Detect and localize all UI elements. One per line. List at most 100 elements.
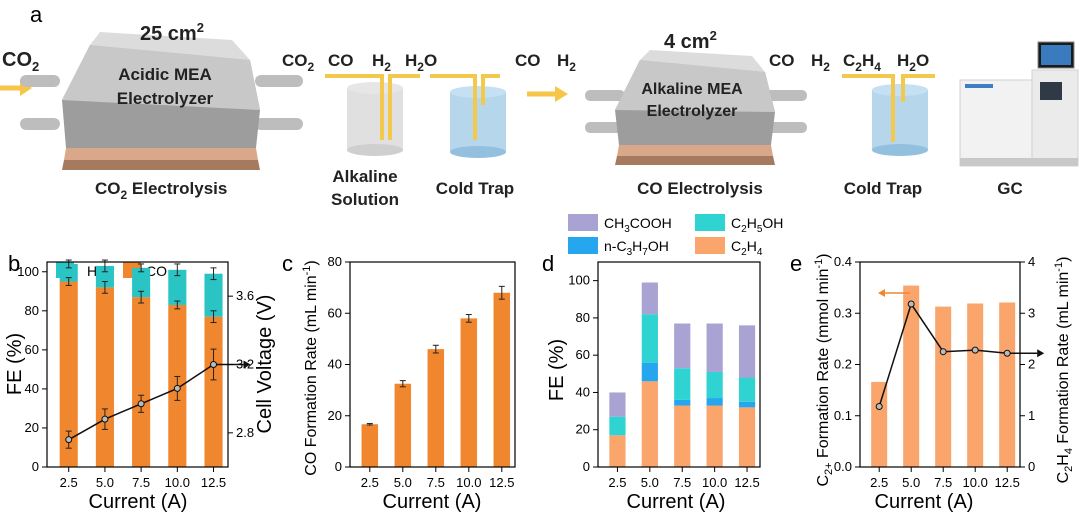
e-y-tick-label: 0.0 <box>834 459 852 474</box>
panel-letter-e: e <box>790 251 802 276</box>
c-x-tick-label: 2.5 <box>361 475 379 490</box>
acidic-mea-electrolyzer: Acidic MEA Electrolyzer <box>20 32 303 170</box>
bar-ch3cooh <box>738 325 756 378</box>
area1-label: 25 cm2 <box>140 20 204 45</box>
bar-n-c3h7oh <box>706 398 723 406</box>
legend-label-ch3cooh: CH3COOH <box>604 215 672 235</box>
b-y2-tick-label: 3.2 <box>236 357 254 372</box>
gas-label-co-3: CO <box>769 51 795 70</box>
chart-panel-e: e 2.5 5.0 7.5 10.0 12.50.00.10.20.30.401234 … <box>790 251 1075 513</box>
chart-panel-c: c 2.5 5.0 7.5 10.0 12.5 0 20 40 60 80 Current (A)… <box>282 251 516 513</box>
b-y-tick-label: 60 <box>25 342 39 357</box>
electrolyzer2-label-line2: Electrolyzer <box>647 103 738 120</box>
alkaline-mea-electrolyzer: Alkaline MEA Electrolyzer <box>585 50 807 165</box>
bar-h2 <box>95 265 114 288</box>
y2-axis-label-b: Cell Voltage (V) <box>254 295 276 434</box>
chart-panel-d: d CH3COOH C2H5OH n-C3H7OH C2H4 2.5 5.0 7.5… <box>542 214 783 513</box>
caption-co-electrolysis: CO Electrolysis <box>637 179 763 198</box>
bar-co <box>59 281 78 467</box>
legend-swatch-ch3cooh <box>568 214 598 231</box>
caption-cold-trap-2: Cold Trap <box>844 179 922 198</box>
b-x-tick-label: 12.5 <box>201 475 226 490</box>
c-y-tick-label: 0 <box>335 459 342 474</box>
voltage-point <box>137 400 145 408</box>
right-axis-arrowhead <box>1037 349 1045 358</box>
caption-alkaline-line2: Solution <box>331 190 399 209</box>
bar-co <box>95 287 114 467</box>
d-y-tick-label: 100 <box>568 273 590 288</box>
bar-co-rate <box>460 318 478 467</box>
x-axis-label-d: Current (A) <box>627 491 726 513</box>
bar-c2h5oh <box>706 371 723 399</box>
bar-c2h5oh <box>738 377 756 402</box>
alkaline-solution-vessel <box>325 74 420 156</box>
gas-label-co: CO <box>328 51 354 70</box>
d-frame <box>597 261 761 468</box>
caption-gc: GC <box>997 179 1023 198</box>
area2-label: 4 cm2 <box>664 28 717 53</box>
cold-trap-1 <box>430 74 506 158</box>
bar-c2h4 <box>706 405 723 467</box>
bar-c2h4 <box>609 435 626 467</box>
d-y-tick-label: 80 <box>576 310 590 325</box>
x-axis-label-c: Current (A) <box>383 491 482 513</box>
bar-c2plus-rate <box>999 302 1016 467</box>
voltage-point <box>101 415 109 423</box>
d-y-tick-label: 40 <box>576 384 590 399</box>
bar-c2h5oh <box>641 314 658 363</box>
panel-letter-a: a <box>30 2 43 27</box>
c-x-tick-label: 10.0 <box>456 475 481 490</box>
bar-h2 <box>132 267 151 298</box>
bar-ch3cooh <box>609 392 626 417</box>
transfer-arrowhead <box>555 86 568 102</box>
legend-label-c2h4: C2H4 <box>731 238 763 258</box>
c2h4-rate-point <box>875 403 883 411</box>
gas-label-h2-2: H2 <box>557 51 576 74</box>
c-y-tick-label: 80 <box>328 254 342 269</box>
y-axis-label-d: FE (%) <box>546 339 568 401</box>
bar-co-rate <box>427 349 445 467</box>
legend-swatch-c2h4 <box>695 237 725 254</box>
c2h4-rate-point <box>1003 349 1011 357</box>
bar-co-rate <box>394 383 412 467</box>
voltage-point <box>173 384 181 392</box>
gc-instrument <box>959 41 1079 167</box>
cold-trap-2 <box>842 74 935 156</box>
d-y-tick-label: 20 <box>576 422 590 437</box>
schematic-panel: a CO2 Acidic MEA Electrolyzer 25 cm2 CO2… <box>0 2 1079 209</box>
bar-n-c3h7oh <box>738 401 756 408</box>
voltage-point <box>65 436 73 444</box>
b-y-tick-label: 100 <box>17 264 39 279</box>
legend-swatch-c2h5oh <box>695 214 725 231</box>
e-y2-tick-label: 2 <box>1028 357 1035 372</box>
bar-c2h4 <box>674 405 691 467</box>
c2h4-rate-point <box>907 300 915 308</box>
d-x-tick-label: 7.5 <box>673 475 691 490</box>
b-y-tick-label: 40 <box>25 381 39 396</box>
b-y-tick-label: 20 <box>25 420 39 435</box>
e-x-tick-label: 5.0 <box>902 475 920 490</box>
legend-label-co: CO <box>146 263 167 279</box>
c2h4-rate-point <box>971 346 979 354</box>
panel-letter-c: c <box>282 251 293 276</box>
x-axis-label-e: Current (A) <box>875 491 974 513</box>
gas-label-h2: H2 <box>372 51 391 74</box>
bar-h2 <box>168 269 187 305</box>
bar-c2plus-rate <box>967 303 984 467</box>
panel-letter-d: d <box>542 251 554 276</box>
c2h4-rate-point <box>939 348 947 356</box>
caption-cold-trap-1: Cold Trap <box>436 179 514 198</box>
b-x-tick-label: 5.0 <box>96 475 114 490</box>
bar-c2plus-rate <box>903 285 920 467</box>
y-axis-label-e-left: C2+ Formation Rate (mmol min-1) <box>813 253 835 486</box>
e-y-tick-label: 0.1 <box>834 408 852 423</box>
inlet-co2-label: CO2 <box>2 49 39 74</box>
e-x-tick-label: 7.5 <box>934 475 952 490</box>
e-y-tick-label: 0.2 <box>834 357 852 372</box>
bar-c2h4 <box>641 381 658 467</box>
c-y-tick-label: 60 <box>328 305 342 320</box>
c-x-tick-label: 7.5 <box>427 475 445 490</box>
legend-label-nc3h7oh: n-C3H7OH <box>604 238 669 258</box>
d-y-tick-label: 0 <box>583 459 590 474</box>
